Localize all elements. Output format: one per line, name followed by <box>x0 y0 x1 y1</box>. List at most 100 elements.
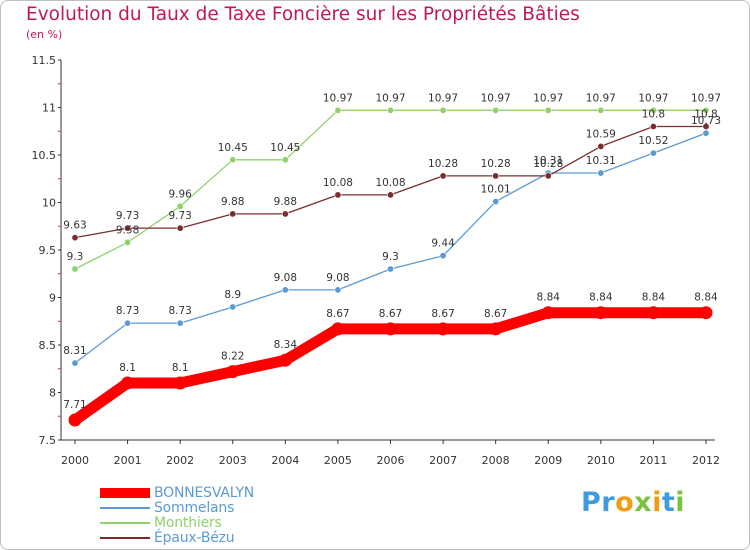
data-point <box>331 322 345 336</box>
legend-swatch <box>100 522 150 524</box>
data-label: 8.31 <box>63 345 86 357</box>
data-point <box>281 210 289 218</box>
data-point <box>124 319 132 327</box>
data-label: 10.73 <box>691 115 721 127</box>
data-point <box>229 210 237 218</box>
y-tick-label: 11.5 <box>32 54 57 67</box>
data-label: 8.1 <box>119 362 136 374</box>
data-label: 9.58 <box>116 224 139 236</box>
data-point <box>439 106 447 114</box>
x-tick-label: 2007 <box>429 454 457 467</box>
data-label: 10.97 <box>586 92 616 104</box>
data-label: 7.71 <box>63 399 86 411</box>
data-point <box>278 353 292 367</box>
data-point <box>594 306 608 320</box>
data-label: 9.88 <box>274 196 297 208</box>
data-label: 8.22 <box>221 351 244 363</box>
data-label: 10.97 <box>638 92 668 104</box>
data-label: 8.73 <box>116 305 139 317</box>
chart-title: Evolution du Taux de Taxe Foncière sur l… <box>26 4 580 25</box>
data-point <box>71 234 79 242</box>
data-label: 10.45 <box>270 142 300 154</box>
data-label: 8.67 <box>326 308 349 320</box>
data-point <box>649 106 657 114</box>
y-tick-label: 8.5 <box>39 339 57 352</box>
data-label: 10.8 <box>694 109 717 121</box>
x-tick-label: 2004 <box>271 454 299 467</box>
data-point <box>597 106 605 114</box>
legend-label: Épaux-Bézu <box>154 530 235 546</box>
data-point <box>124 238 132 246</box>
data-point <box>176 202 184 210</box>
data-label: 10.45 <box>218 142 248 154</box>
data-label: 10.08 <box>375 177 405 189</box>
y-tick-label: 7.5 <box>39 434 57 447</box>
y-tick-label: 10 <box>42 197 56 210</box>
x-tick-label: 2003 <box>219 454 247 467</box>
data-point <box>541 306 555 320</box>
data-label: 9.63 <box>63 220 86 232</box>
data-label: 10.31 <box>533 155 563 167</box>
legend-swatch <box>100 488 150 498</box>
data-label: 10.28 <box>533 158 563 170</box>
data-label: 9.3 <box>382 251 399 263</box>
legend-swatch <box>100 507 150 509</box>
data-point <box>646 306 660 320</box>
data-point <box>71 265 79 273</box>
data-point <box>649 149 657 157</box>
data-point <box>173 376 187 390</box>
data-point <box>489 322 503 336</box>
x-tick-label: 2002 <box>166 454 194 467</box>
legend-label: Sommelans <box>154 500 235 516</box>
data-point <box>439 172 447 180</box>
data-point <box>176 319 184 327</box>
data-label: 9.44 <box>431 238 455 250</box>
x-tick-label: 2000 <box>61 454 89 467</box>
data-point <box>124 224 132 232</box>
data-point <box>281 156 289 164</box>
proxiti-logo: Proxiti <box>581 487 686 518</box>
data-label: 8.9 <box>224 289 241 301</box>
unit-label: (en %) <box>26 28 63 41</box>
data-label: 10.8 <box>642 109 665 121</box>
data-point <box>699 306 713 320</box>
data-label: 9.73 <box>116 210 139 222</box>
data-point <box>334 191 342 199</box>
legend-swatch <box>100 537 150 539</box>
data-point <box>176 224 184 232</box>
data-label: 9.08 <box>274 272 297 284</box>
data-label: 9.3 <box>67 251 84 263</box>
x-tick-label: 2011 <box>639 454 667 467</box>
data-label: 10.97 <box>323 92 353 104</box>
data-point <box>386 191 394 199</box>
y-tick-label: 9.5 <box>39 244 57 257</box>
data-point <box>386 265 394 273</box>
y-tick-label: 10.5 <box>32 149 57 162</box>
data-point <box>436 322 450 336</box>
legend-label: Monthiers <box>154 515 222 531</box>
data-label: 8.67 <box>379 308 402 320</box>
x-tick-label: 2005 <box>324 454 352 467</box>
data-label: 10.08 <box>323 177 353 189</box>
data-label: 10.97 <box>375 92 405 104</box>
data-label: 10.52 <box>638 135 668 147</box>
data-point <box>281 286 289 294</box>
x-tick-label: 2009 <box>534 454 562 467</box>
data-label: 10.59 <box>586 128 616 140</box>
data-point <box>702 123 710 131</box>
data-point <box>492 106 500 114</box>
data-point <box>544 172 552 180</box>
data-label: 9.96 <box>168 188 192 200</box>
data-label: 8.84 <box>694 292 718 304</box>
x-tick-label: 2010 <box>587 454 615 467</box>
data-label: 9.08 <box>326 272 349 284</box>
data-label: 8.84 <box>642 292 666 304</box>
data-label: 10.31 <box>586 155 616 167</box>
data-point <box>492 198 500 206</box>
data-point <box>702 129 710 137</box>
data-label: 9.73 <box>168 210 191 222</box>
data-point <box>492 172 500 180</box>
data-point <box>597 142 605 150</box>
data-label: 8.73 <box>168 305 191 317</box>
data-label: 10.97 <box>691 92 721 104</box>
